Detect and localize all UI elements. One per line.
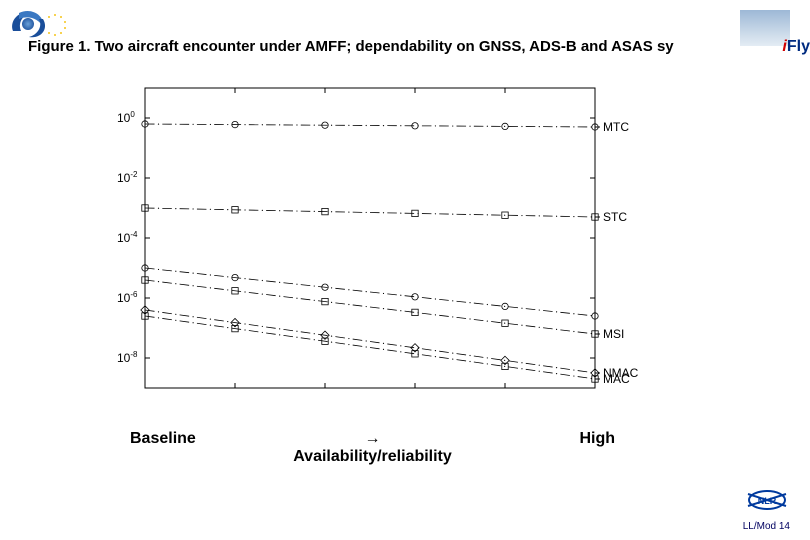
svg-text:MTC: MTC (603, 120, 629, 134)
svg-text:10-4: 10-4 (117, 230, 138, 245)
xaxis-mid-label: → Availability/reliability (90, 430, 655, 466)
footer-text: LL/Mod 14 (743, 521, 790, 532)
xaxis-right-label: High (579, 430, 615, 448)
svg-text:NLR: NLR (758, 496, 777, 506)
svg-text:10-6: 10-6 (117, 290, 138, 305)
chart: 10010-210-410-610-8MTCSTCMSINMACMAC (90, 78, 655, 408)
chart-svg: 10010-210-410-610-8MTCSTCMSINMACMAC (90, 78, 655, 408)
page-root: { "header": { "title": "Figure 1. Two ai… (0, 0, 810, 540)
arrow-right-icon: → (90, 430, 655, 448)
svg-text:MAC: MAC (603, 372, 630, 386)
svg-text:MSI: MSI (603, 327, 624, 341)
figure-title: Figure 1. Two aircraft encounter under A… (28, 38, 810, 55)
svg-text:STC: STC (603, 210, 627, 224)
eu-fp-logo (5, 5, 75, 41)
nlr-logo: NLR (744, 484, 790, 514)
svg-text:100: 100 (117, 110, 135, 125)
svg-text:10-2: 10-2 (117, 170, 138, 185)
svg-text:10-8: 10-8 (117, 350, 138, 365)
xaxis-mid-text: Availability/reliability (293, 448, 452, 465)
